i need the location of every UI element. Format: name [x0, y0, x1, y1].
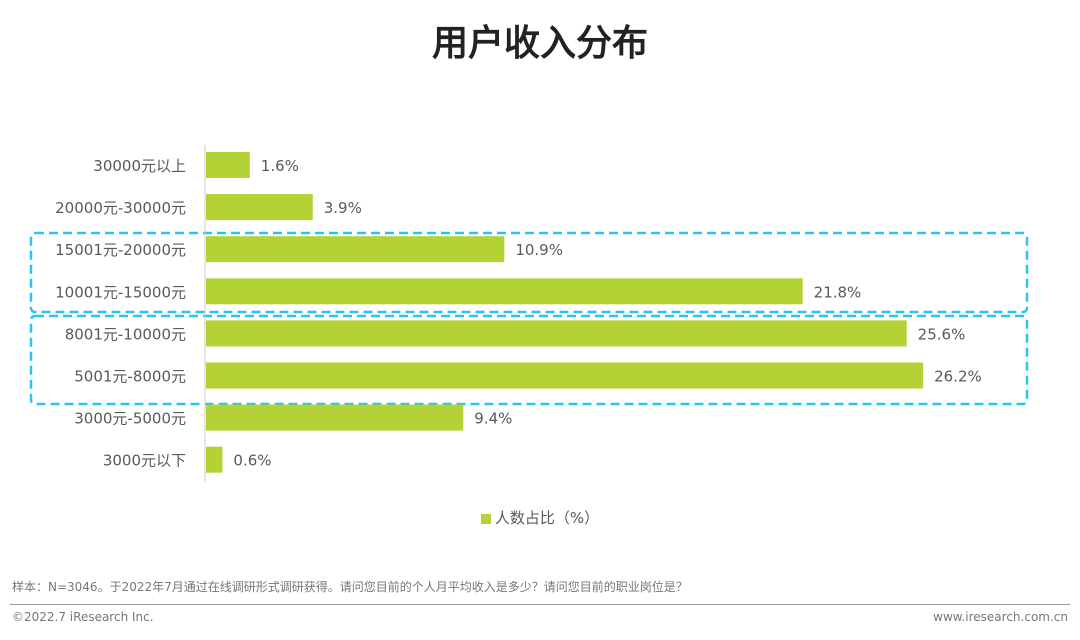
copyright: ©2022.7 iResearch Inc. [12, 610, 154, 624]
website-link[interactable]: www.iresearch.com.cn [933, 610, 1068, 624]
data-label: 0.6% [233, 452, 271, 470]
sample-note: 样本：N=3046。于2022年7月通过在线调研形式调研获得。请问您目前的个人月… [12, 580, 688, 594]
bar [206, 404, 464, 431]
bar [206, 152, 250, 178]
data-label: 10.9% [515, 241, 563, 259]
legend: 人数占比（%） [0, 507, 1080, 528]
bar [206, 278, 803, 305]
data-label: 3.9% [324, 199, 362, 217]
data-label: 26.2% [934, 368, 982, 386]
data-label: 21.8% [814, 283, 862, 301]
legend-swatch [480, 513, 491, 524]
category-label: 3000元以下 [103, 452, 186, 470]
bar-chart: 30000元以上 1.6% 20000元-30000元 3.9% 15001元-2000… [29, 145, 1029, 482]
bar [206, 362, 924, 389]
category-label: 20000元-30000元 [55, 199, 186, 217]
chart-title: 用户收入分布 [431, 23, 648, 64]
legend-label: 人数占比（%） [494, 509, 600, 527]
category-label: 8001元-10000元 [65, 325, 186, 343]
category-label: 5001元-8000元 [74, 368, 186, 386]
bar [206, 446, 223, 473]
category-label: 15001元-20000元 [55, 241, 186, 259]
data-label: 25.6% [918, 325, 966, 343]
category-label: 3000元-5000元 [74, 410, 186, 428]
category-label: 10001元-15000元 [55, 283, 186, 301]
highlight-box-2 [29, 314, 1029, 406]
bar [206, 320, 907, 347]
bar [206, 236, 505, 263]
data-label: 1.6% [261, 157, 299, 175]
footer-divider [10, 604, 1070, 605]
highlight-box-1 [29, 231, 1029, 314]
category-label: 30000元以上 [93, 157, 186, 175]
data-label: 9.4% [474, 410, 512, 428]
bar [206, 194, 313, 221]
